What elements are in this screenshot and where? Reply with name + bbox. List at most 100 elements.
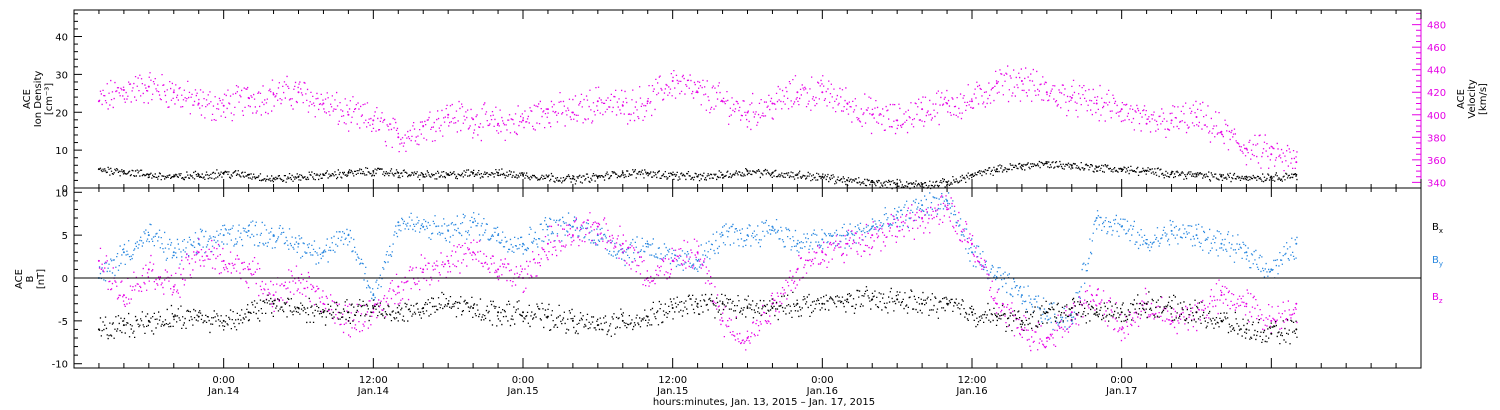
- by-point: [1120, 225, 1123, 228]
- bx-point: [197, 315, 200, 318]
- velocity-point: [422, 125, 425, 127]
- by-point: [397, 221, 400, 224]
- ion-density-point: [172, 175, 175, 178]
- bx-point: [272, 302, 275, 305]
- by-point: [721, 234, 724, 237]
- bx-point: [297, 307, 300, 309]
- ion-density-label-line-2: Ion Density: [33, 71, 44, 128]
- by-point: [696, 259, 699, 262]
- ion-density-point: [596, 175, 599, 178]
- legend-by: By: [1432, 255, 1443, 268]
- b-field-tick-label: 0: [62, 274, 68, 285]
- velocity-tick-label: 340: [1427, 178, 1446, 189]
- velocity-point: [746, 111, 749, 114]
- velocity-point: [1120, 108, 1123, 111]
- ion-density-point: [571, 177, 574, 180]
- bx-point: [222, 319, 225, 322]
- bz-point: [422, 268, 425, 271]
- legend-bx: Bx: [1432, 222, 1443, 235]
- ion-density-tick-label: 40: [55, 33, 68, 44]
- bx-point: [1295, 328, 1298, 331]
- velocity-point: [297, 91, 300, 94]
- time-tick-label: 12:00: [359, 375, 388, 386]
- date-tick-label: Jan.16: [806, 386, 838, 397]
- ion-density-label-line-1: ACE: [22, 89, 33, 109]
- top-panel-time-ticks: [73, 10, 1422, 188]
- velocity-tick-label: 420: [1427, 88, 1446, 99]
- ion-density-point: [621, 171, 624, 174]
- bz-point: [197, 251, 200, 254]
- ion-density-point: [297, 175, 300, 178]
- velocity-point: [447, 113, 450, 116]
- velocity-point: [646, 100, 649, 103]
- ion-density-axis-label: ACE Ion Density [cm⁻³]: [22, 71, 55, 128]
- b-field-label-line-3: [nT]: [36, 269, 47, 289]
- bz-point: [946, 208, 949, 211]
- velocity-tick-label: 460: [1427, 43, 1446, 54]
- velocity-tick-label: 400: [1427, 111, 1446, 122]
- ion-density-label-line-3: [cm⁻³]: [44, 83, 55, 115]
- bx-point: [571, 319, 574, 322]
- bz-point: [147, 268, 150, 271]
- velocity-point: [1020, 80, 1023, 82]
- date-tick-label: Jan.15: [656, 386, 688, 397]
- ion-density-point: [1120, 168, 1123, 171]
- b-field-tick-label: 10: [55, 188, 68, 199]
- bx-point: [1070, 307, 1073, 309]
- by-point: [646, 242, 649, 245]
- velocity-point: [322, 102, 325, 105]
- bx-point: [546, 315, 549, 318]
- velocity-point: [546, 108, 549, 111]
- velocity-point: [721, 100, 724, 103]
- ion-density-series: [97, 160, 1298, 190]
- bx-point: [1170, 307, 1173, 309]
- time-axis-title: hours:minutes, Jan. 13, 2015 – Jan. 17, …: [653, 397, 875, 408]
- by-point: [1195, 234, 1198, 237]
- b-field-tick-label: -10: [52, 360, 68, 371]
- bz-point: [1070, 311, 1073, 314]
- bx-point: [97, 328, 100, 331]
- by-point: [497, 234, 500, 237]
- velocity-point: [272, 93, 275, 96]
- ion-density-point: [447, 173, 450, 176]
- by-point: [472, 221, 475, 224]
- by-point: [846, 234, 849, 237]
- velocity-point: [821, 91, 824, 94]
- top-panel: 0 10 20 30 40 340 360 380 400 420 440 460 480 ACE I…: [22, 9, 1489, 195]
- ion-density-point: [971, 173, 973, 176]
- velocity-point: [1145, 122, 1148, 125]
- ion-density-point: [796, 173, 799, 176]
- bz-point: [671, 259, 674, 262]
- by-point: [1020, 294, 1023, 297]
- velocity-point: [372, 119, 375, 122]
- ion-density-point: [222, 171, 225, 174]
- bx-point: [372, 307, 375, 309]
- by-point: [746, 234, 749, 237]
- ion-density-point: [1295, 173, 1298, 176]
- bx-point: [322, 311, 325, 314]
- b-field-label-line-1: ACE: [14, 269, 25, 289]
- bz-point: [172, 285, 175, 288]
- legend-by-sub: y: [1439, 260, 1443, 268]
- by-point: [871, 225, 874, 228]
- velocity-point: [921, 108, 924, 111]
- time-tick-label: 0:00: [811, 375, 833, 386]
- ion-density-point: [197, 173, 200, 176]
- by-point: [1220, 242, 1223, 245]
- ion-density-point: [546, 175, 549, 178]
- by-point: [1270, 268, 1273, 271]
- bz-point: [1020, 328, 1023, 331]
- legend-bz-sub: z: [1439, 297, 1443, 305]
- bx-point: [397, 311, 400, 314]
- ion-density-point: [122, 170, 125, 172]
- b-field-tick-label: -5: [58, 317, 68, 328]
- ion-density-point: [1020, 164, 1023, 167]
- ion-density-point: [522, 173, 524, 176]
- velocity-point: [1095, 102, 1098, 105]
- velocity-point: [1295, 161, 1298, 164]
- velocity-point: [946, 102, 949, 105]
- time-axis-labels: 0:00Jan.1412:00Jan.140:00Jan.1512:00Jan.…: [207, 375, 1137, 397]
- bx-point: [497, 311, 500, 314]
- legend-bz-main: B: [1432, 292, 1439, 303]
- ion-density-point: [1070, 164, 1073, 167]
